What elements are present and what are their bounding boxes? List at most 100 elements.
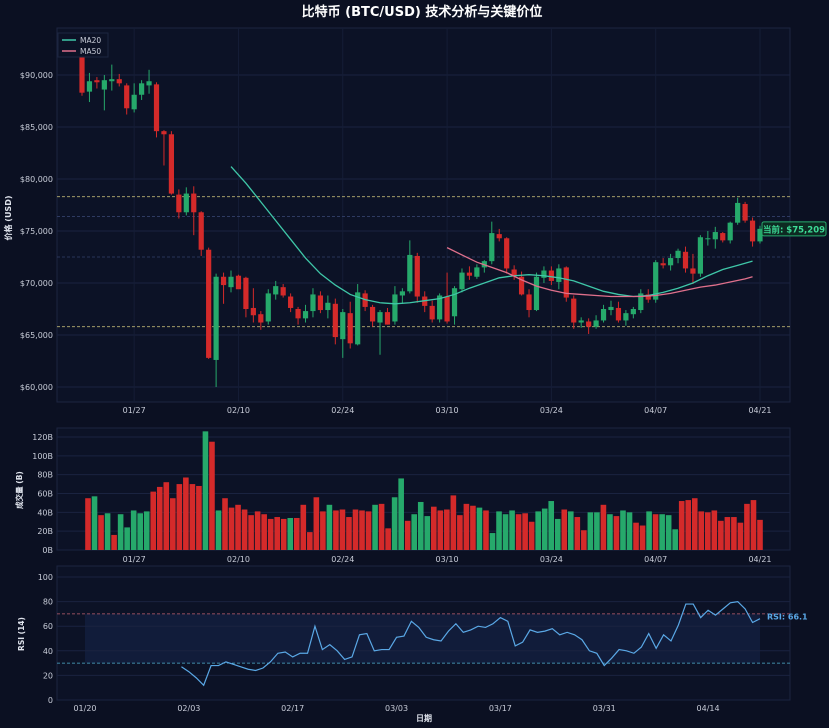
rsi-x-tick-label: 03/31 xyxy=(593,704,616,713)
volume-bar xyxy=(104,513,111,550)
volume-bar xyxy=(561,509,568,550)
candle-body xyxy=(526,294,532,311)
volume-tick-label: 20B xyxy=(37,527,53,536)
candle-body xyxy=(399,291,405,296)
candle-body xyxy=(466,272,473,276)
price-tick-label: $65,000 xyxy=(20,331,53,340)
candle-body xyxy=(608,306,614,311)
volume-bar xyxy=(496,511,502,550)
candle-body xyxy=(623,313,629,321)
volume-bar xyxy=(548,501,555,550)
volume-bar xyxy=(744,503,750,550)
candle-body xyxy=(459,272,465,290)
candle-body xyxy=(437,295,443,320)
volume-bar xyxy=(528,521,535,550)
candle-body xyxy=(86,81,93,92)
candle-body xyxy=(273,286,279,295)
candle-body xyxy=(414,255,420,297)
volume-bar xyxy=(522,513,528,550)
candle-body xyxy=(720,233,726,241)
volume-bar xyxy=(476,507,483,550)
candle-body xyxy=(139,83,145,95)
rsi-neutral-zone xyxy=(85,613,760,664)
candle-body xyxy=(638,293,644,311)
candle-body xyxy=(541,270,547,278)
candle-body xyxy=(682,251,689,269)
rsi-x-tick-label: 03/17 xyxy=(489,704,512,713)
candle-body xyxy=(474,267,480,277)
price-tick-label: $75,000 xyxy=(20,227,53,236)
candle-body xyxy=(563,267,569,298)
candle-body xyxy=(511,269,517,276)
candle-body xyxy=(444,296,450,322)
candle-body xyxy=(742,203,748,221)
volume-bar xyxy=(333,510,339,550)
volume-bar xyxy=(509,510,515,550)
candle-body xyxy=(235,275,242,290)
volume-bar xyxy=(274,517,281,550)
legend-box xyxy=(57,32,109,58)
volume-bar xyxy=(385,528,391,550)
candle-body xyxy=(705,238,711,240)
candle-body xyxy=(407,254,413,292)
volume-tick-label: 40B xyxy=(37,508,53,517)
volume-x-tick-label: 03/24 xyxy=(540,555,563,564)
volume-bar xyxy=(124,527,130,550)
rsi-tick-label: 0 xyxy=(48,696,53,705)
candle-body xyxy=(556,268,562,282)
candle-body xyxy=(168,134,175,194)
chart-title: 比特币 (BTC/USD) 技术分析与关键价位 xyxy=(302,4,543,20)
volume-tick-label: 120B xyxy=(32,433,53,442)
candle-body xyxy=(757,228,763,242)
volume-bar xyxy=(359,510,365,550)
volume-bar xyxy=(750,500,757,550)
candle-body xyxy=(295,309,301,319)
volume-bar xyxy=(411,514,418,550)
candle-body xyxy=(131,94,137,110)
volume-bar xyxy=(757,519,763,550)
volume-bar xyxy=(705,512,711,550)
price-x-tick-label: 04/21 xyxy=(748,406,771,415)
volume-bar xyxy=(587,512,594,550)
volume-bar xyxy=(378,503,385,550)
volume-bar xyxy=(215,510,222,550)
volume-bar xyxy=(352,509,359,550)
rsi-x-tick-label: 04/14 xyxy=(697,704,720,713)
volume-bar xyxy=(665,515,672,550)
volume-bar xyxy=(659,514,665,550)
volume-bar xyxy=(685,500,692,550)
candle-body xyxy=(101,80,107,90)
candle-body xyxy=(243,277,249,309)
volume-bar xyxy=(98,515,104,550)
candle-body xyxy=(653,262,659,300)
price-x-tick-label: 03/10 xyxy=(436,406,459,415)
volume-bar xyxy=(287,517,294,550)
candle-body xyxy=(392,294,398,322)
candle-body xyxy=(347,313,353,344)
volume-bar xyxy=(404,520,411,550)
price-x-tick-label: 02/24 xyxy=(331,406,354,415)
price-x-tick-label: 02/10 xyxy=(227,406,250,415)
volume-y-axis-label: 成交量 (B) xyxy=(14,471,24,509)
volume-bar xyxy=(613,516,620,550)
volume-bar xyxy=(483,510,489,550)
candle-body xyxy=(593,320,599,327)
volume-bar xyxy=(633,522,639,550)
volume-bar xyxy=(437,510,444,550)
volume-x-tick-label: 03/10 xyxy=(436,555,459,564)
rsi-x-tick-label: 01/20 xyxy=(73,704,96,713)
volume-bar xyxy=(143,511,150,550)
volume-bar xyxy=(372,504,378,550)
volume-bar xyxy=(137,513,143,550)
candle-body xyxy=(325,302,331,311)
volume-bar xyxy=(450,495,457,550)
x-axis-label: 日期 xyxy=(416,713,432,723)
candle-body xyxy=(220,276,227,286)
candle-body xyxy=(79,56,85,93)
volume-bar xyxy=(554,518,561,550)
volume-bar xyxy=(470,505,476,550)
legend-label: MA50 xyxy=(80,47,101,56)
candle-body xyxy=(675,250,681,259)
candle-body xyxy=(310,294,316,312)
candle-body xyxy=(228,276,234,288)
